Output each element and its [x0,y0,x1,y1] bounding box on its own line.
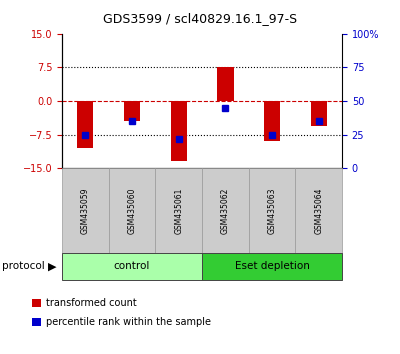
Bar [264,101,280,141]
Text: GSM435062: GSM435062 [221,187,230,234]
Text: percentile rank within the sample: percentile rank within the sample [46,317,210,327]
Text: GSM435060: GSM435060 [128,187,136,234]
Text: GSM435064: GSM435064 [314,187,323,234]
Text: GDS3599 / scl40829.16.1_97-S: GDS3599 / scl40829.16.1_97-S [103,12,297,25]
Bar [170,101,187,161]
Bar [310,101,327,126]
Text: GSM435063: GSM435063 [268,187,276,234]
Text: GSM435059: GSM435059 [81,187,90,234]
Bar [217,67,234,101]
Bar [77,101,94,148]
Bar [124,101,140,121]
Text: GSM435061: GSM435061 [174,187,183,234]
Text: transformed count: transformed count [46,298,136,308]
Text: Eset depletion: Eset depletion [234,261,310,272]
Text: ▶: ▶ [48,261,56,272]
Text: protocol: protocol [2,261,45,272]
Text: control: control [114,261,150,272]
